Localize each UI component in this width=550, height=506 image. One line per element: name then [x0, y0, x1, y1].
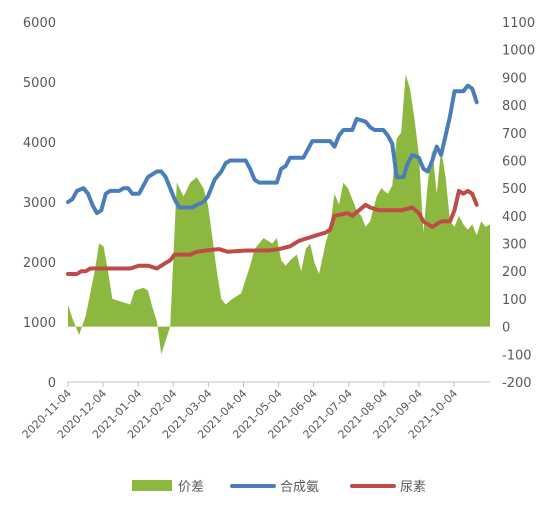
legend-swatch-spread [132, 480, 172, 491]
y-right-tick-label: 100 [502, 293, 527, 308]
y-right-tick-label: 900 [502, 71, 527, 86]
legend: 价差 合成氨 尿素 [132, 480, 426, 495]
y-left-tick-label: 3000 [23, 196, 56, 211]
spread-area-layer [68, 74, 490, 355]
legend-label: 尿素 [400, 480, 426, 495]
y-right-tick-label: 0 [502, 321, 510, 336]
series-spread-area [68, 74, 490, 355]
y-right-tick-label: -100 [502, 348, 532, 363]
y-right-tick-label: -200 [502, 376, 532, 391]
y-left-tick-label: 6000 [23, 16, 56, 31]
series-urea-line [66, 188, 479, 276]
y-right-tick-label: 300 [502, 238, 527, 253]
y-left-tick-label: 1000 [23, 316, 56, 331]
y-right-tick-label: 1000 [502, 44, 535, 59]
y-right-tick-label: 500 [502, 182, 527, 197]
series-ammonia-line [66, 83, 479, 216]
legend-label: 价差 [178, 480, 204, 495]
line-series-layer [66, 83, 479, 276]
legend-label: 合成氨 [280, 480, 319, 495]
y-right-tick-label: 800 [502, 99, 527, 114]
y-right-tick-label: 200 [502, 265, 527, 280]
y-left-tick-label: 4000 [23, 136, 56, 151]
y-right-tick-label: 700 [502, 127, 527, 142]
y-right-tick-label: 600 [502, 154, 527, 169]
y-left-tick-label: 5000 [23, 76, 56, 91]
y-left-tick-label: 2000 [23, 256, 56, 271]
y-right-tick-label: 400 [502, 210, 527, 225]
y-right-tick-label: 1100 [502, 16, 535, 31]
y-left-tick-label: 0 [48, 376, 56, 391]
